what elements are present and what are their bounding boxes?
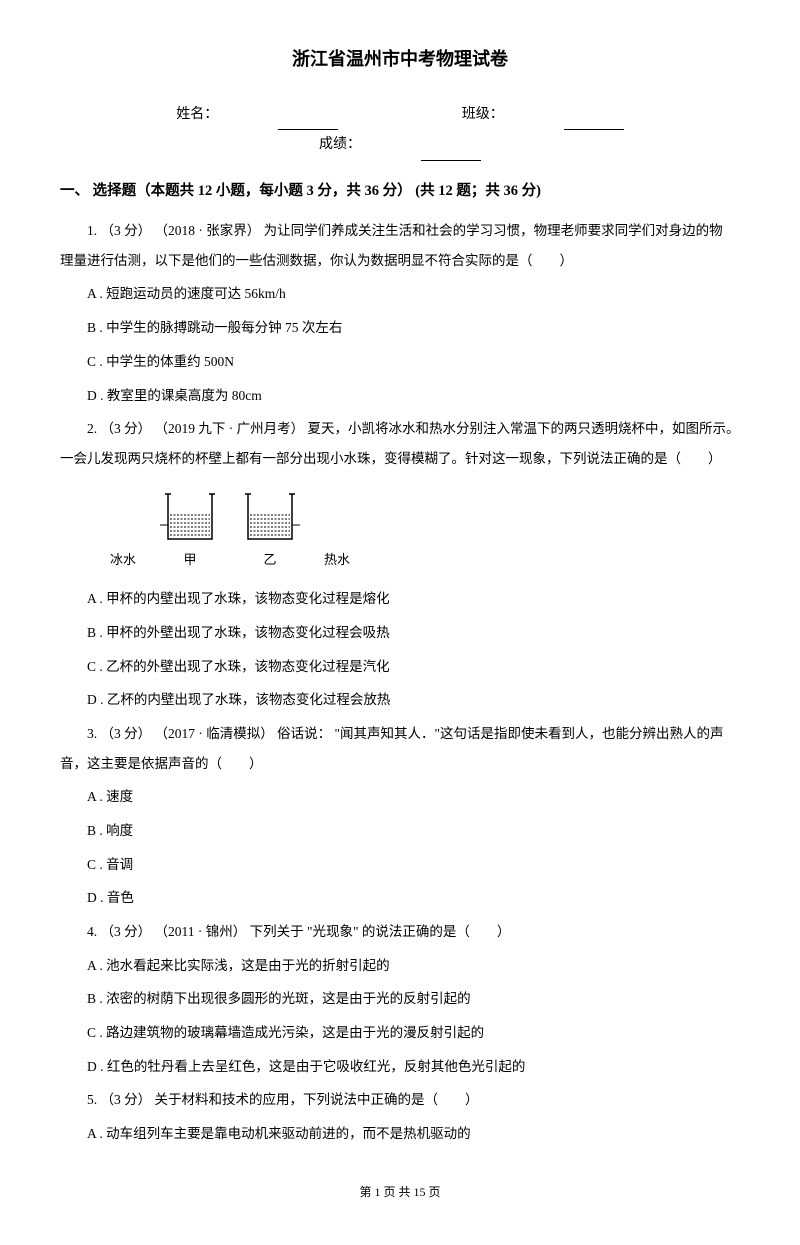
diagram-sub-right: 乙 xyxy=(264,546,277,575)
q2-option-b: B . 甲杯的外壁出现了水珠，该物态变化过程会吸热 xyxy=(60,618,740,648)
q3-option-d: D . 音色 xyxy=(60,883,740,913)
q5-stem: 5. （3 分） 关于材料和技术的应用，下列说法中正确的是（ ） xyxy=(60,1085,740,1115)
q2-option-a: A . 甲杯的内壁出现了水珠，该物态变化过程是熔化 xyxy=(60,584,740,614)
class-underline xyxy=(564,116,624,130)
score-label: 成绩： xyxy=(319,130,361,161)
q4-option-c: C . 路边建筑物的玻璃幕墙造成光污染，这是由于光的漫反射引起的 xyxy=(60,1018,740,1048)
q2-stem-2: 一会儿发现两只烧杯的杯壁上都有一部分出现小水珠，变得模糊了。针对这一现象，下列说… xyxy=(60,444,740,474)
q3-option-a: A . 速度 xyxy=(60,782,740,812)
q2-option-d: D . 乙杯的内壁出现了水珠，该物态变化过程会放热 xyxy=(60,685,740,715)
exam-title: 浙江省温州市中考物理试卷 xyxy=(60,40,740,80)
q1-option-d: D . 教室里的课桌高度为 80cm xyxy=(60,381,740,411)
q4-option-b: B . 浓密的树荫下出现很多圆形的光斑，这是由于光的反射引起的 xyxy=(60,984,740,1014)
beaker-jia-icon xyxy=(160,489,220,544)
diagram-sub-left: 甲 xyxy=(184,546,197,575)
class-field: 班级： xyxy=(432,100,654,131)
q3-option-b: B . 响度 xyxy=(60,816,740,846)
name-underline xyxy=(278,116,338,130)
section-1-header: 一、 选择题（本题共 12 小题，每小题 3 分，共 36 分） (共 12 题… xyxy=(60,176,740,208)
page-footer: 第 1 页 共 15 页 xyxy=(60,1179,740,1205)
q3-stem: 3. （3 分） （2017 · 临清模拟） 俗话说： "闻其声知其人．"这句话… xyxy=(60,719,740,749)
name-field: 姓名： xyxy=(146,100,368,131)
q4-option-a: A . 池水看起来比实际浅，这是由于光的折射引起的 xyxy=(60,951,740,981)
q2-diagram: 冰水 甲 xyxy=(110,489,740,575)
q1-stem-2: 理量进行估测，以下是他们的一些估测数据，你认为数据明显不符合实际的是（ ） xyxy=(60,246,740,276)
q3-stem-2: 音，这主要是依据声音的（ ） xyxy=(60,749,740,779)
diagram-left-label: 冰水 xyxy=(110,546,136,575)
q1-option-b: B . 中学生的脉搏跳动一般每分钟 75 次左右 xyxy=(60,313,740,343)
name-label: 姓名： xyxy=(176,100,218,131)
q2-stem: 2. （3 分） （2019 九下 · 广州月考） 夏天，小凯将冰水和热水分别注… xyxy=(60,414,740,444)
beaker-yi-icon xyxy=(240,489,300,544)
student-info: 姓名： 班级： 成绩： xyxy=(60,100,740,162)
class-label: 班级： xyxy=(462,100,504,131)
q1-option-a: A . 短跑运动员的速度可达 56km/h xyxy=(60,279,740,309)
score-field: 成绩： xyxy=(289,130,511,161)
score-underline xyxy=(421,147,481,161)
q1-stem: 1. （3 分） （2018 · 张家界） 为让同学们养成关注生活和社会的学习习… xyxy=(60,216,740,246)
q4-option-d: D . 红色的牡丹看上去呈红色，这是由于它吸收红光，反射其他色光引起的 xyxy=(60,1052,740,1082)
q2-option-c: C . 乙杯的外壁出现了水珠，该物态变化过程是汽化 xyxy=(60,652,740,682)
q3-option-c: C . 音调 xyxy=(60,850,740,880)
q5-option-a: A . 动车组列车主要是靠电动机来驱动前进的，而不是热机驱动的 xyxy=(60,1119,740,1149)
diagram-right-label: 热水 xyxy=(324,546,350,575)
q1-option-c: C . 中学生的体重约 500N xyxy=(60,347,740,377)
q4-stem: 4. （3 分） （2011 · 锦州） 下列关于 "光现象" 的说法正确的是（… xyxy=(60,917,740,947)
